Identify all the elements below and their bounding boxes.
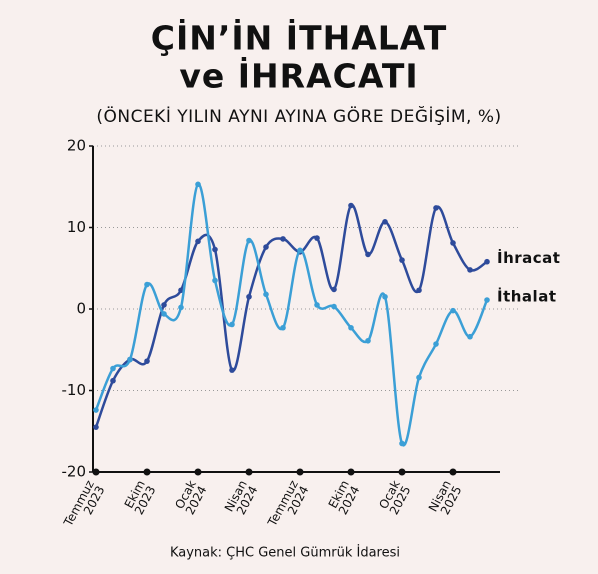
data-point [195,181,201,188]
data-point [331,286,337,293]
x-tick [296,468,304,476]
y-tick-label: -20 [62,463,87,481]
x-tick [347,468,355,476]
data-point [365,251,371,258]
data-point [280,324,286,331]
data-point [467,267,473,273]
chart-title: ÇİN’İN İTHALAT [151,18,448,58]
data-point [484,258,490,265]
x-tick [194,468,202,476]
data-point [433,205,439,211]
data-point [246,237,252,244]
data-point [348,324,354,331]
data-point [144,281,150,288]
data-point [195,238,201,245]
data-point [178,304,184,311]
data-point [161,302,167,308]
data-point [450,240,456,246]
x-tick [398,468,406,476]
data-point [467,333,473,340]
chart-subtitle: (ÖNCEKİ YILIN AYNI AYINA GÖRE DEĞİŞİM, %… [96,105,501,127]
data-point [314,302,320,308]
y-tick-label: 20 [67,137,86,155]
data-point [297,247,303,254]
y-tick-label: -10 [62,381,87,399]
data-point [416,287,422,294]
data-point [382,293,388,300]
data-point [144,358,150,364]
data-point [399,257,405,263]
series-label: İthalat [497,287,557,306]
y-tick-label: 0 [76,300,86,318]
series-label: İhracat [497,248,560,267]
x-tick [245,468,253,476]
chart-title: ve İHRACATI [179,56,418,96]
data-point [212,277,218,284]
data-point [93,424,99,430]
data-point [331,303,337,310]
data-point [110,365,116,372]
data-point [110,377,116,384]
data-point [365,337,371,344]
data-point [263,244,269,250]
x-tick [143,468,151,476]
data-point [314,235,320,241]
data-point [93,407,99,413]
x-tick [92,468,100,476]
data-point [382,218,388,225]
data-point [229,367,235,373]
y-tick-label: 10 [67,218,86,236]
source: Kaynak: ÇHC Genel Gümrük İdaresi [170,545,400,561]
x-tick-label: Ocak2024 [172,478,209,517]
data-point [127,356,133,363]
x-tick [449,468,457,476]
data-point [280,236,286,242]
data-point [263,291,269,298]
data-point [450,307,456,314]
data-point [416,374,422,381]
data-point [229,321,235,328]
data-point [212,246,218,253]
data-point [399,440,405,447]
data-point [348,202,354,209]
data-point [484,297,490,303]
data-point [246,293,252,300]
data-point [161,311,167,317]
data-point [433,341,439,347]
